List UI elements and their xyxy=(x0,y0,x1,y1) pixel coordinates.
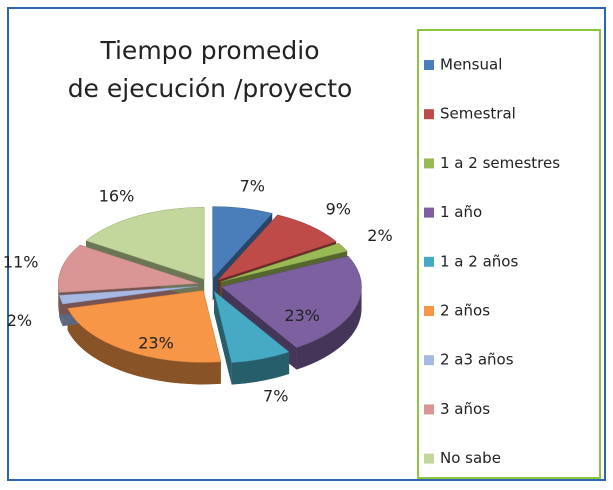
data-label: 23% xyxy=(138,333,174,352)
pie-slice xyxy=(220,242,348,283)
legend-swatch xyxy=(424,306,434,316)
pie-slice xyxy=(217,214,337,281)
data-label: 9% xyxy=(326,199,351,218)
legend-swatch xyxy=(424,404,434,415)
slice-side xyxy=(67,308,221,385)
slice-side xyxy=(214,291,232,385)
legend-label: 3 años xyxy=(440,400,490,418)
pie-slice xyxy=(59,285,199,305)
pie-slice xyxy=(212,206,273,280)
slice-side xyxy=(231,352,290,385)
data-label: 16% xyxy=(99,187,135,206)
legend-swatch xyxy=(424,256,434,267)
pie-slice xyxy=(58,244,199,293)
pie-slice xyxy=(67,290,222,363)
slice-side xyxy=(296,286,362,370)
legend-swatch xyxy=(424,109,434,120)
legend-frame xyxy=(417,29,601,479)
data-label: 11% xyxy=(3,253,39,272)
legend-swatch xyxy=(424,158,434,169)
legend-label: 1 a 2 semestres xyxy=(440,154,560,172)
chart-title: de ejecución /proyecto xyxy=(68,74,353,103)
legend-label: 2 a3 años xyxy=(440,351,514,369)
pie-slice xyxy=(220,255,362,348)
legend-label: No sabe xyxy=(440,449,501,467)
legend-swatch xyxy=(424,207,434,218)
data-label: 7% xyxy=(263,386,288,405)
legend-swatch xyxy=(424,60,434,70)
legend-label: 1 a 2 años xyxy=(440,252,518,270)
legend-swatch xyxy=(424,355,434,366)
legend-label: 1 año xyxy=(440,203,482,221)
legend-label: Mensual xyxy=(440,56,502,74)
chart-title: Tiempo promedio xyxy=(99,36,319,65)
data-label: 2% xyxy=(7,311,32,330)
slice-side xyxy=(58,283,60,315)
data-label: 23% xyxy=(284,306,320,325)
pie-slice xyxy=(85,206,205,280)
pie-slice xyxy=(213,290,290,363)
legend-label: 2 años xyxy=(440,302,490,320)
legend-swatch xyxy=(424,453,434,464)
data-label: 2% xyxy=(367,226,392,245)
legend-label: Semestral xyxy=(440,105,516,123)
data-label: 7% xyxy=(240,177,265,196)
